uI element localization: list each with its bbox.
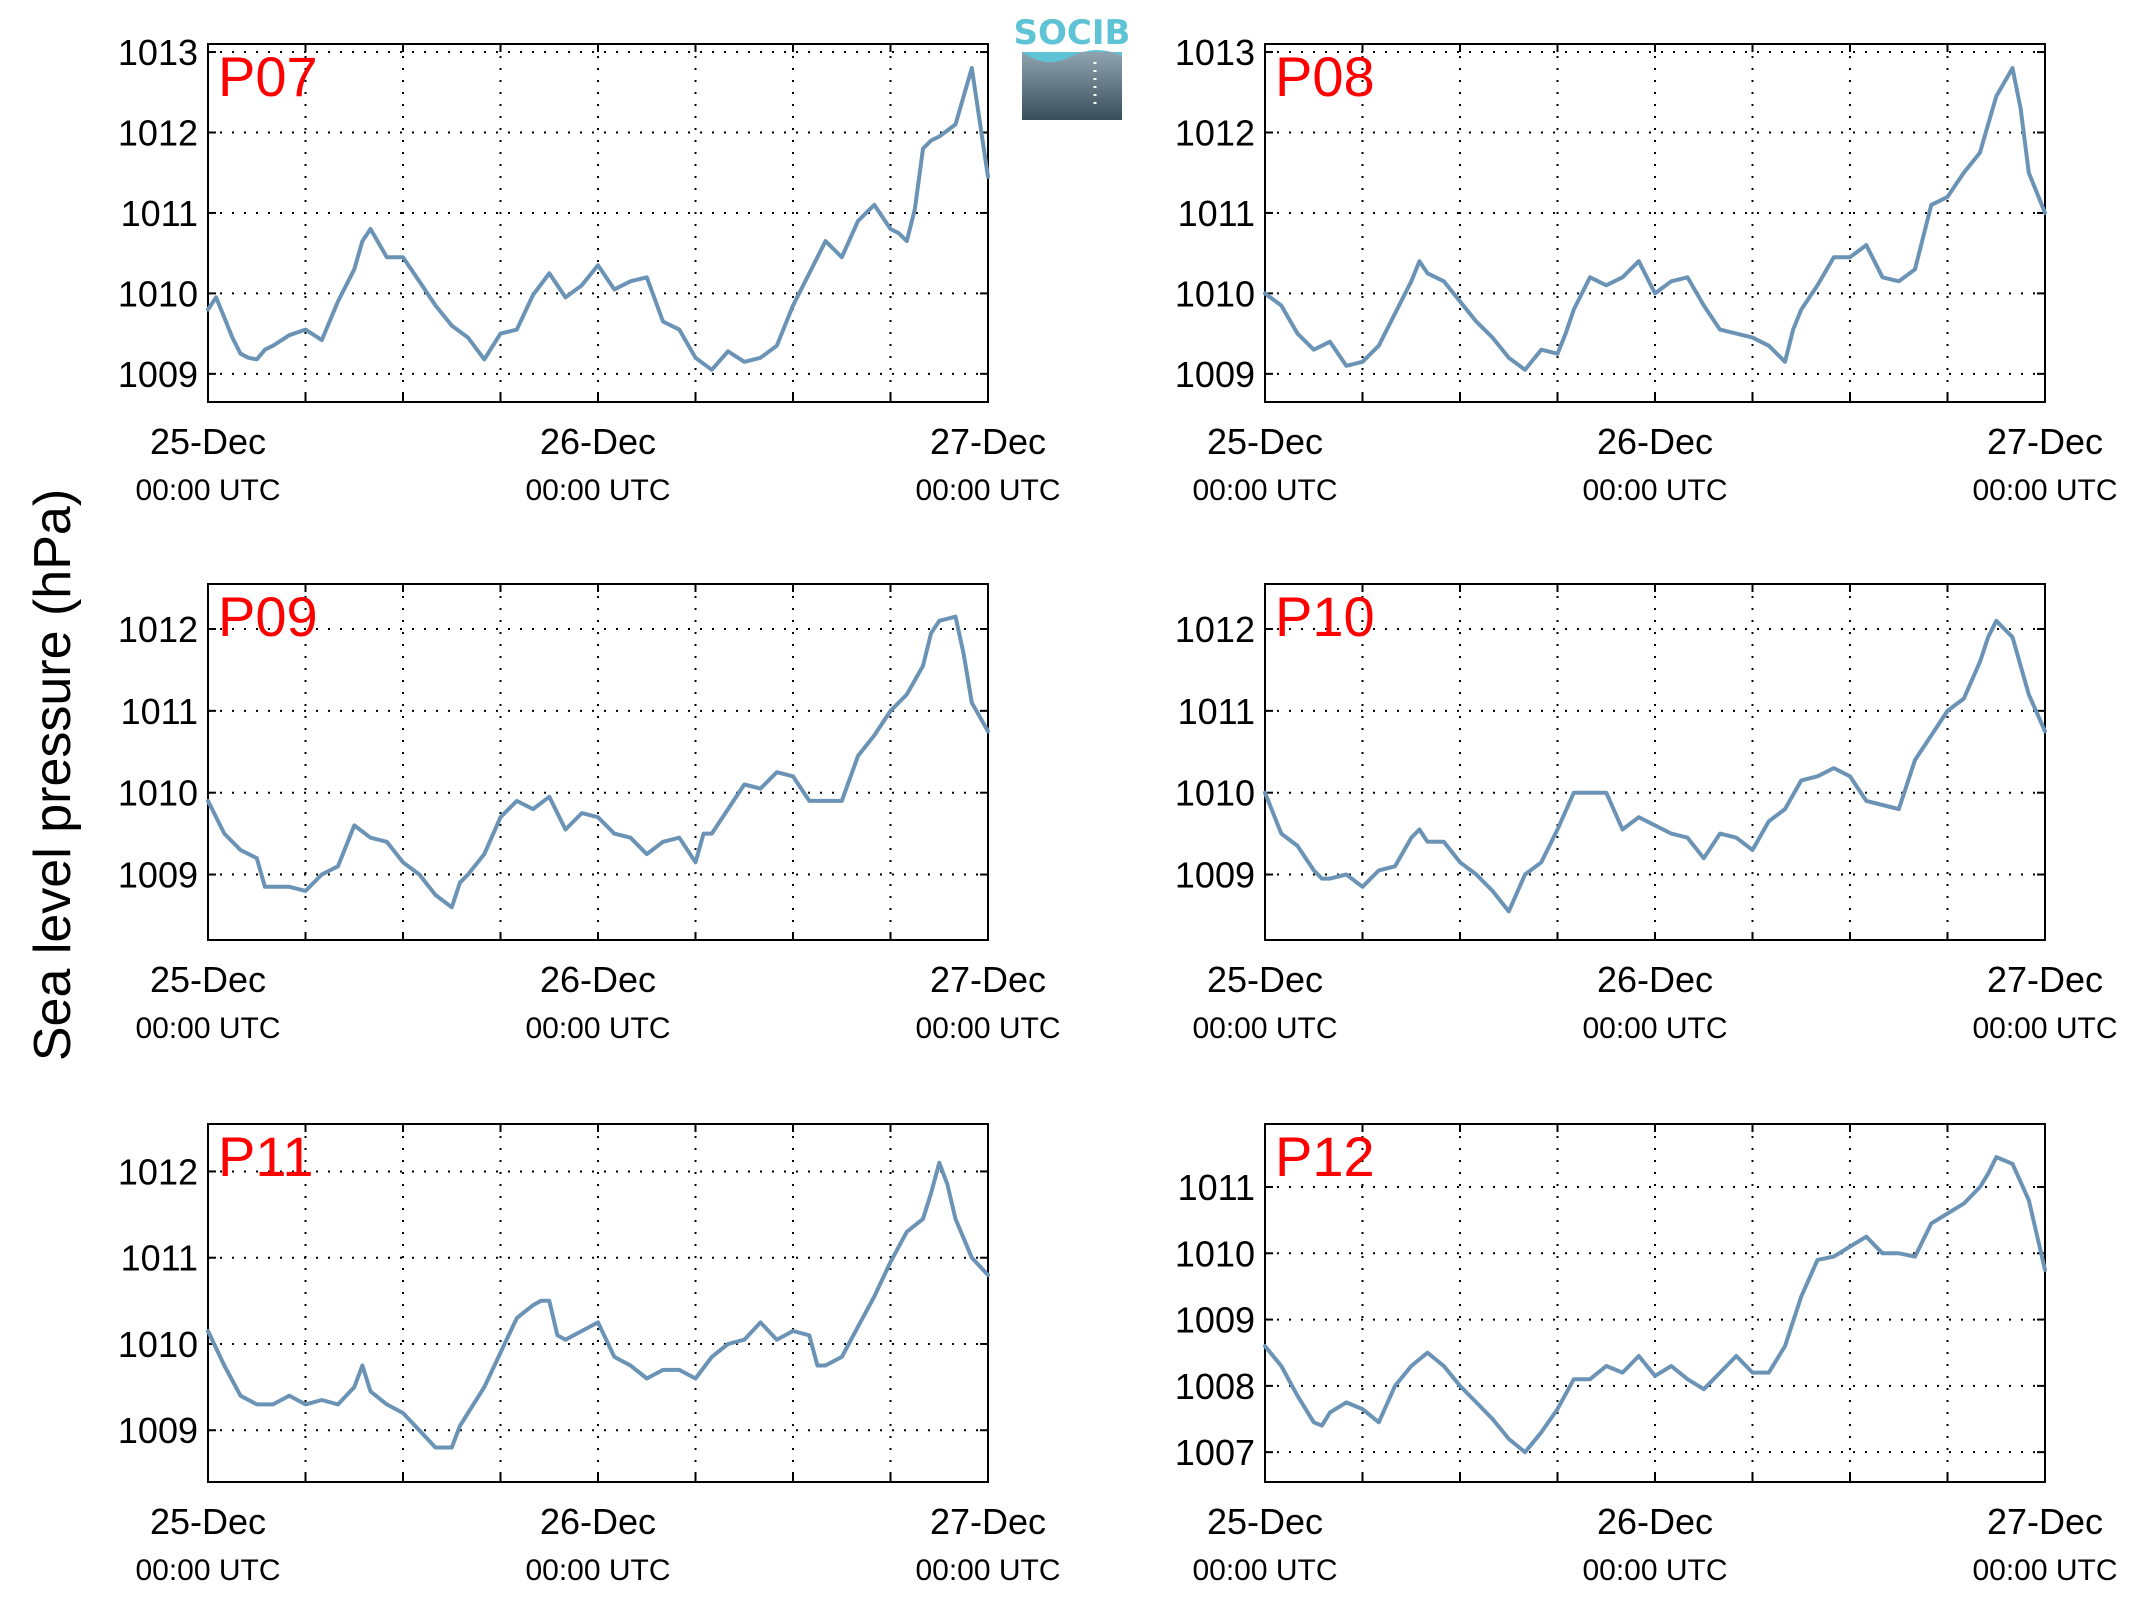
x-tick-date: 26-Dec (1597, 421, 1713, 462)
x-tick-time: 00:00 UTC (915, 1554, 1060, 1587)
panel-label: P08 (1275, 45, 1375, 108)
x-tick-date: 27-Dec (930, 1501, 1046, 1542)
y-tick-label: 1011 (121, 691, 198, 732)
x-tick-time: 00:00 UTC (525, 474, 670, 507)
x-tick-date: 25-Dec (150, 959, 266, 1000)
y-tick-label: 1012 (118, 1151, 198, 1192)
y-tick-label: 1013 (1175, 32, 1255, 73)
y-tick-label: 1013 (118, 32, 198, 73)
panel-label: P10 (1275, 585, 1375, 648)
y-tick-label: 1009 (1175, 1300, 1255, 1341)
logo-wordmark: SOCIB (1014, 13, 1131, 53)
chart-panel-p11: 1009 1010 1011 1012 25-Dec 00:00 UTC 26-Dec 00:… (118, 1123, 1061, 1587)
series-line (1263, 618, 2047, 914)
x-tick-date: 26-Dec (540, 421, 656, 462)
x-tick-date: 26-Dec (540, 1501, 656, 1542)
logo-block (1022, 52, 1122, 120)
y-axis-label: Sea level pressure (hPa) (24, 489, 82, 1061)
y-tick-label: 1007 (1175, 1432, 1255, 1473)
plot-frame (207, 43, 989, 403)
y-tick-label: 1009 (1175, 354, 1255, 395)
y-tick-label: 1012 (118, 609, 198, 650)
y-tick-label: 1011 (121, 193, 198, 234)
x-tick-time: 00:00 UTC (135, 1012, 280, 1045)
x-tick-date: 26-Dec (1597, 1501, 1713, 1542)
x-tick-time: 00:00 UTC (1192, 1554, 1337, 1587)
x-tick-time: 00:00 UTC (1582, 1012, 1727, 1045)
y-tick-label: 1010 (118, 773, 198, 814)
series-line (206, 1160, 990, 1450)
chart-panel-p10: 1009 1010 1011 1012 25-Dec 00:00 UTC 26-Dec 00:… (1175, 583, 2118, 1045)
x-tick-date: 27-Dec (930, 421, 1046, 462)
y-tick-label: 1012 (118, 112, 198, 153)
y-tick-label: 1011 (1178, 691, 1255, 732)
x-tick-date: 27-Dec (1987, 1501, 2103, 1542)
y-tick-label: 1009 (118, 354, 198, 395)
x-tick-time: 00:00 UTC (1582, 1554, 1727, 1587)
socib-logo: SOCIB (1014, 13, 1131, 120)
y-tick-label: 1010 (118, 1324, 198, 1365)
plot-frame (1264, 583, 2046, 941)
x-tick-time: 00:00 UTC (1582, 474, 1727, 507)
x-tick-time: 00:00 UTC (915, 474, 1060, 507)
y-tick-label: 1010 (1175, 273, 1255, 314)
x-tick-time: 00:00 UTC (1192, 474, 1337, 507)
chart-panel-p07: 1009 1010 1011 1012 1013 25-Dec 00:00 UTC 26-De… (118, 32, 1061, 507)
panel-label: P09 (218, 585, 318, 648)
plot-frame (1264, 1123, 2046, 1483)
series-line (1263, 66, 2047, 372)
x-tick-time: 00:00 UTC (915, 1012, 1060, 1045)
x-tick-date: 27-Dec (930, 959, 1046, 1000)
x-tick-date: 25-Dec (150, 1501, 266, 1542)
x-tick-time: 00:00 UTC (1972, 1554, 2117, 1587)
x-tick-date: 27-Dec (1987, 959, 2103, 1000)
y-tick-label: 1010 (1175, 1233, 1255, 1274)
y-tick-label: 1012 (1175, 609, 1255, 650)
x-tick-date: 25-Dec (1207, 959, 1323, 1000)
panel-label: P12 (1275, 1125, 1375, 1188)
x-tick-time: 00:00 UTC (525, 1012, 670, 1045)
x-tick-time: 00:00 UTC (135, 474, 280, 507)
x-tick-time: 00:00 UTC (135, 1554, 280, 1587)
panel-label: P07 (218, 45, 318, 108)
y-tick-label: 1009 (118, 855, 198, 896)
x-tick-date: 25-Dec (150, 421, 266, 462)
y-tick-label: 1010 (118, 273, 198, 314)
x-tick-date: 25-Dec (1207, 421, 1323, 462)
y-tick-label: 1011 (1178, 193, 1255, 234)
x-tick-date: 27-Dec (1987, 421, 2103, 462)
y-tick-label: 1008 (1175, 1366, 1255, 1407)
x-tick-date: 26-Dec (540, 959, 656, 1000)
series-line (1263, 1155, 2047, 1455)
chart-panel-p12: 1007 1008 1009 1010 1011 25-Dec 00:00 UTC 26-De… (1175, 1123, 2118, 1587)
x-tick-time: 00:00 UTC (1972, 1012, 2117, 1045)
chart-panel-p08: 1009 1010 1011 1012 1013 25-Dec 00:00 UTC 26-De… (1175, 32, 2118, 507)
y-tick-label: 1009 (1175, 855, 1255, 896)
plot-frame (207, 583, 989, 941)
x-tick-date: 25-Dec (1207, 1501, 1323, 1542)
x-tick-time: 00:00 UTC (1972, 474, 2117, 507)
y-tick-label: 1009 (118, 1410, 198, 1451)
series-line (206, 614, 990, 910)
x-tick-time: 00:00 UTC (525, 1554, 670, 1587)
y-tick-label: 1011 (121, 1238, 198, 1279)
y-tick-label: 1010 (1175, 773, 1255, 814)
x-tick-date: 26-Dec (1597, 959, 1713, 1000)
chart-panel-p09: 1009 1010 1011 1012 25-Dec 00:00 UTC 26-Dec 00:… (118, 583, 1061, 1045)
y-tick-label: 1012 (1175, 112, 1255, 153)
panel-label: P11 (218, 1125, 313, 1188)
x-tick-time: 00:00 UTC (1192, 1012, 1337, 1045)
y-tick-label: 1011 (1178, 1167, 1255, 1208)
series-line (206, 66, 990, 372)
logo-wave (1022, 50, 1122, 63)
